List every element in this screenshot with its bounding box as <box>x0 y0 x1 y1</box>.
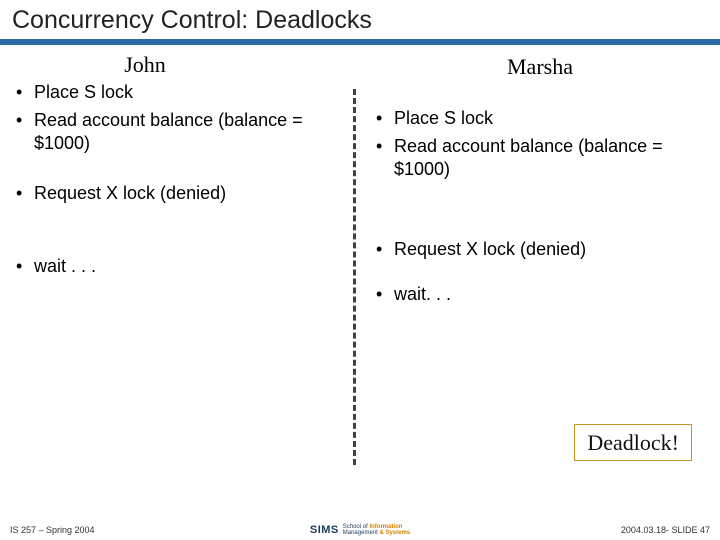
list-item: Place S lock <box>374 107 706 130</box>
footer-logo: SIMS School of Information Management & … <box>310 524 410 536</box>
list-item: Request X lock (denied) <box>374 238 706 261</box>
sims-subtitle: School of Information Management & Syste… <box>343 524 410 536</box>
deadlock-callout: Deadlock! <box>574 424 692 462</box>
sims-logo-text: SIMS <box>310 524 339 536</box>
footer: IS 257 – Spring 2004 SIMS School of Info… <box>0 520 720 540</box>
list-item: Request X lock (denied) <box>14 182 346 205</box>
right-header: Marsha <box>374 53 706 81</box>
left-column: John Place S lock Read account balance (… <box>0 45 360 475</box>
right-column: Marsha Place S lock Read account balance… <box>360 45 720 475</box>
list-item: Read account balance (balance = $1000) <box>14 109 346 154</box>
left-header: John <box>0 51 346 79</box>
right-list: Place S lock Read account balance (balan… <box>374 107 706 181</box>
vertical-divider <box>353 89 356 465</box>
list-item: Place S lock <box>14 81 346 104</box>
left-list: Place S lock Read account balance (balan… <box>14 81 346 155</box>
list-item: wait. . . <box>374 283 706 306</box>
footer-left: IS 257 – Spring 2004 <box>10 525 95 535</box>
list-item: Read account balance (balance = $1000) <box>374 135 706 180</box>
content-area: John Place S lock Read account balance (… <box>0 45 720 475</box>
footer-right: 2004.03.18- SLIDE 47 <box>621 525 710 535</box>
slide-title: Concurrency Control: Deadlocks <box>0 0 720 35</box>
list-item: wait . . . <box>14 255 346 278</box>
